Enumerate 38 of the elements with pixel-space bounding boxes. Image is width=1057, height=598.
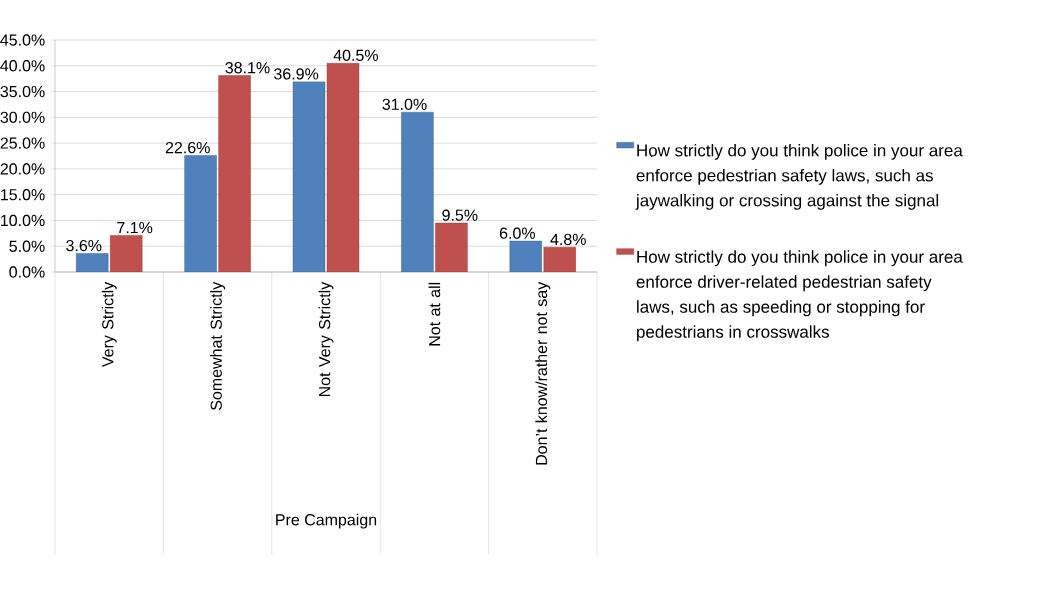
data-label: 9.5% xyxy=(442,209,478,221)
bar xyxy=(110,235,143,272)
y-tick-label: 0.0% xyxy=(9,266,45,278)
bar xyxy=(435,222,468,272)
legend-label: How strictly do you think police in your area enforce driver-related pedestrian safety laws, such as speeding or stopping for pedestrians in crosswalks xyxy=(636,250,963,342)
data-label: 40.5% xyxy=(333,49,378,61)
data-label: 36.9% xyxy=(274,68,319,80)
bar xyxy=(184,155,217,272)
data-label: 6.0% xyxy=(499,227,536,239)
bar xyxy=(543,247,577,272)
data-label: 38.1% xyxy=(225,62,270,74)
x-tick-label: Don’t know/rather not say xyxy=(535,281,551,465)
x-tick-label: Very Strictly xyxy=(101,281,117,368)
y-tick-label: 40.0% xyxy=(0,60,45,72)
x-tick-label: Not Very Strictly xyxy=(318,281,334,397)
y-tick-label: 10.0% xyxy=(1,214,45,227)
data-label: 31.0% xyxy=(382,98,427,110)
data-label: 22.6% xyxy=(165,141,210,154)
data-label: 3.6% xyxy=(66,239,102,252)
x-tick-label: Somewhat Strictly xyxy=(210,281,226,411)
data-label: 7.1% xyxy=(117,222,153,234)
y-tick-label: 15.0% xyxy=(1,189,45,201)
bar xyxy=(509,240,543,272)
y-tick-label: 45.0% xyxy=(0,34,45,46)
y-tick-label: 25.0% xyxy=(0,137,45,149)
y-tick-label: 5.0% xyxy=(9,240,45,252)
y-tick-label: 35.0% xyxy=(0,85,45,98)
bar xyxy=(401,111,434,272)
y-tick-label: 20.0% xyxy=(0,163,45,175)
bar xyxy=(218,75,251,272)
legend-label: How strictly do you think police in your area enforce pedestrian safety laws, such as jaywalking or crossing against the signal xyxy=(635,143,963,210)
y-tick-label: 30.0% xyxy=(0,111,45,123)
x-axis-title: Pre Campaign xyxy=(276,513,377,529)
x-tick-label: Not at all xyxy=(428,282,441,346)
bar xyxy=(326,63,360,272)
bar xyxy=(76,253,109,272)
data-label: 4.8% xyxy=(550,233,586,246)
bar xyxy=(292,81,326,272)
